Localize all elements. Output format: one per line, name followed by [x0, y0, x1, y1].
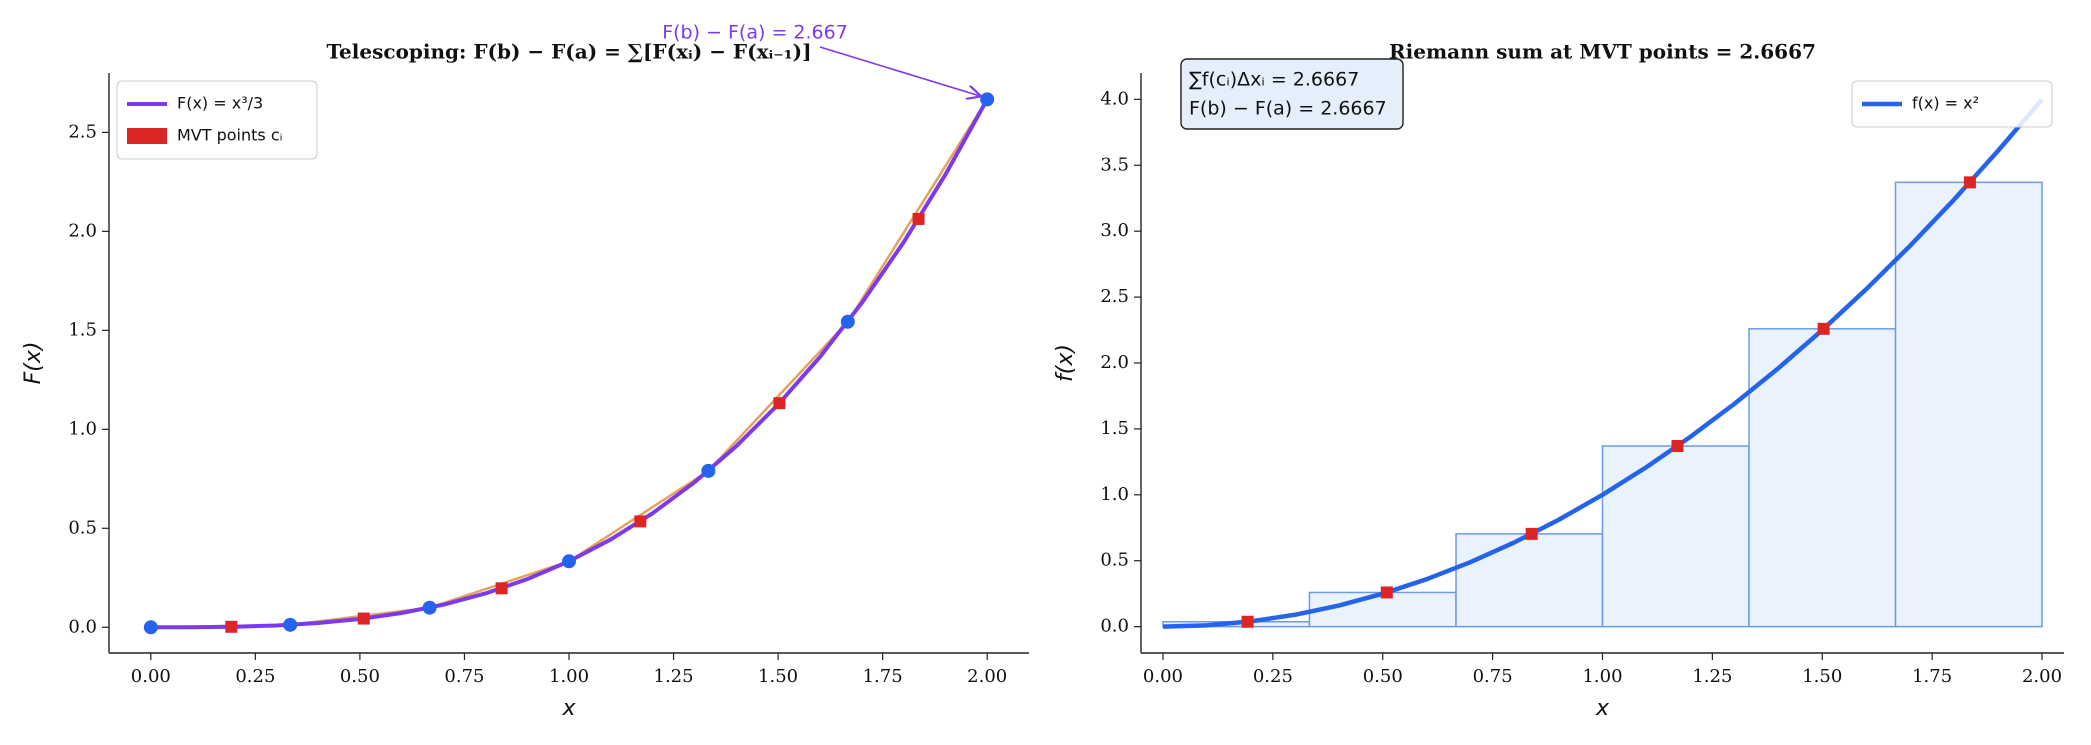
- x-tick-label: 0.75: [1473, 666, 1513, 687]
- bar: [1601, 445, 1750, 628]
- y-tick-label: 3.0: [1100, 220, 1129, 241]
- annotation: F(b) − F(a) = 2.667: [662, 22, 848, 44]
- y-tick-label: 4.0: [1100, 88, 1129, 109]
- line: [150, 98, 989, 630]
- y-axis-label: f(x): [1053, 344, 1078, 382]
- point: [225, 620, 238, 633]
- bar: [1894, 181, 2043, 628]
- x-tick-label: 0.00: [1143, 666, 1183, 687]
- y-tick-label: 0.0: [1100, 616, 1129, 637]
- point: [1380, 586, 1393, 599]
- x-tick-label: 1.00: [549, 666, 589, 687]
- y-tick-label: 1.5: [68, 319, 97, 340]
- x-axis-label: x: [561, 696, 576, 721]
- legend-label: f(x) = x²: [1912, 94, 1979, 113]
- point: [1241, 615, 1254, 628]
- bar: [1748, 328, 1897, 628]
- x-tick-label: 0.50: [340, 666, 380, 687]
- point: [562, 554, 576, 569]
- x-tick-label: 2.00: [2022, 666, 2062, 687]
- x-tick-label: 1.50: [1802, 666, 1842, 687]
- x-tick-label: 0.00: [131, 666, 171, 687]
- point: [422, 600, 437, 615]
- point: [143, 620, 158, 635]
- x-tick-label: 0.25: [235, 666, 275, 687]
- legend-label: MVT points cᵢ: [177, 126, 283, 145]
- y-tick-label: 1.5: [1100, 418, 1129, 439]
- point: [634, 515, 647, 528]
- point: [357, 612, 370, 625]
- y-tick-label: 1.0: [68, 418, 97, 439]
- x-tick-label: 1.25: [654, 666, 694, 687]
- annotation: ∑f(cᵢ)Δxᵢ = 2.6667: [1189, 69, 1359, 91]
- y-tick-label: 3.5: [1100, 154, 1129, 175]
- line: [1162, 97, 2044, 629]
- subplot: Riemann sum at MVT points = 2.6667 x f(x) 0…: [1053, 40, 2064, 721]
- bar: [1455, 533, 1604, 628]
- chart-title: Telescoping: F(b) − F(a) = ∑[F(xᵢ) − F(x…: [326, 40, 811, 64]
- x-tick-label: 1.50: [758, 666, 798, 687]
- annotation: F(b) − F(a) = 2.6667: [1189, 98, 1387, 120]
- x-tick-label: 1.25: [1692, 666, 1732, 687]
- point: [283, 617, 298, 632]
- line: [150, 98, 989, 629]
- point: [701, 463, 716, 478]
- x-tick-label: 2.00: [967, 666, 1007, 687]
- chart-title: Riemann sum at MVT points = 2.6667: [1389, 40, 1816, 64]
- point: [1525, 527, 1538, 540]
- y-tick-label: 0.5: [68, 517, 97, 538]
- x-tick-label: 0.75: [444, 666, 484, 687]
- x-tick-label: 1.00: [1582, 666, 1622, 687]
- y-tick-label: 1.0: [1100, 484, 1129, 505]
- x-tick-label: 1.75: [1912, 666, 1952, 687]
- y-axis-label: F(x): [21, 342, 46, 385]
- subplot: Telescoping: F(b) − F(a) = ∑[F(xᵢ) − F(x…: [21, 22, 1029, 721]
- x-axis-label: x: [1595, 696, 1610, 721]
- legend: F(x) = x³/3 MVT points cᵢ: [116, 80, 318, 160]
- y-tick-label: 0.5: [1100, 550, 1129, 571]
- y-tick-label: 0.0: [68, 616, 97, 637]
- point: [773, 397, 786, 410]
- point: [1671, 439, 1684, 452]
- point: [1817, 322, 1830, 335]
- y-tick-label: 2.5: [68, 121, 97, 142]
- x-tick-label: 1.75: [863, 666, 903, 687]
- annotation-arrow: [819, 46, 981, 96]
- x-tick-label: 0.25: [1253, 666, 1293, 687]
- point: [1963, 176, 1976, 189]
- y-tick-label: 2.0: [1100, 352, 1129, 373]
- point: [840, 314, 855, 329]
- legend: f(x) = x²: [1851, 80, 2053, 128]
- annotation-box: [1180, 58, 1404, 130]
- point: [980, 92, 995, 107]
- point: [495, 582, 508, 595]
- legend-patch: [127, 128, 167, 144]
- y-tick-label: 2.5: [1100, 286, 1129, 307]
- x-tick-label: 0.50: [1363, 666, 1403, 687]
- point: [912, 212, 925, 225]
- legend-box: [1851, 80, 2053, 128]
- legend-label: F(x) = x³/3: [177, 94, 263, 113]
- y-tick-label: 2.0: [68, 220, 97, 241]
